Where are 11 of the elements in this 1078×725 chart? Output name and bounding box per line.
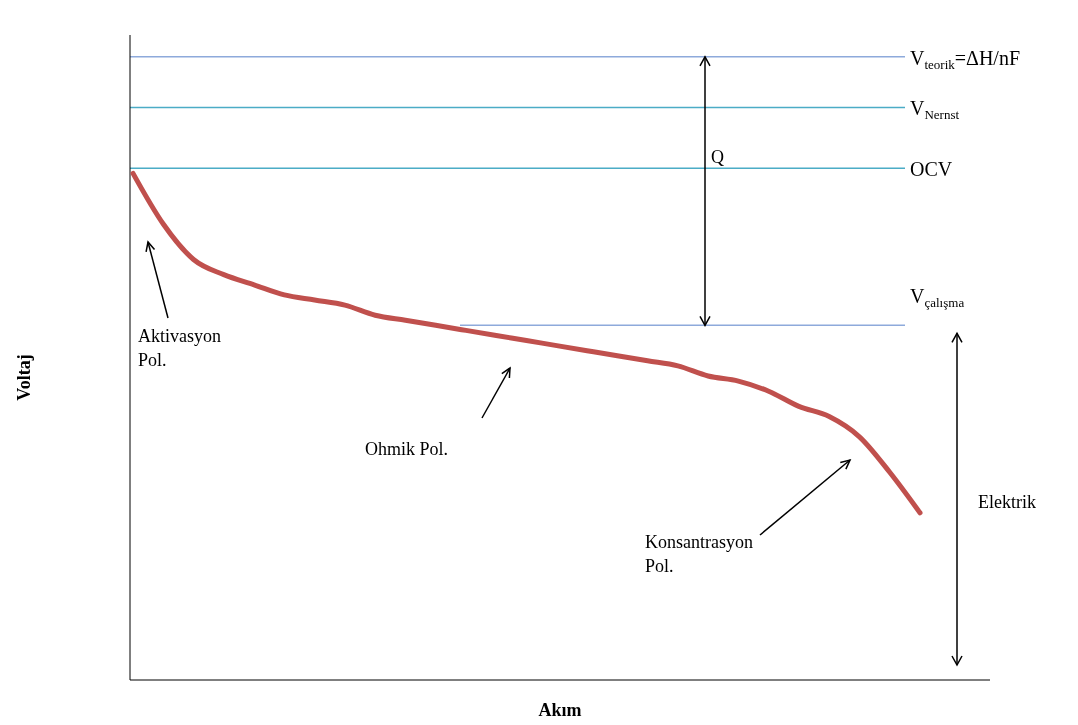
y-axis-title: Voltaj bbox=[14, 354, 34, 401]
x-axis-title: Akım bbox=[538, 700, 582, 720]
ref-line-label: V$_{çalışma}$ bbox=[910, 285, 965, 311]
ref-line-label: OCV bbox=[910, 158, 953, 181]
ref-line-label: V$_{teorik}$=ΔH/nF bbox=[910, 46, 1021, 72]
text: Q bbox=[711, 147, 724, 168]
ref-line-label: V$_{Nernst}$ bbox=[910, 97, 960, 123]
annotation: Konsantrasyon Pol. bbox=[645, 532, 753, 576]
annotation: Aktivasyon Pol. bbox=[138, 326, 221, 370]
text: Elektrik bbox=[978, 491, 1036, 512]
annotation: Ohmik Pol. bbox=[365, 439, 449, 459]
